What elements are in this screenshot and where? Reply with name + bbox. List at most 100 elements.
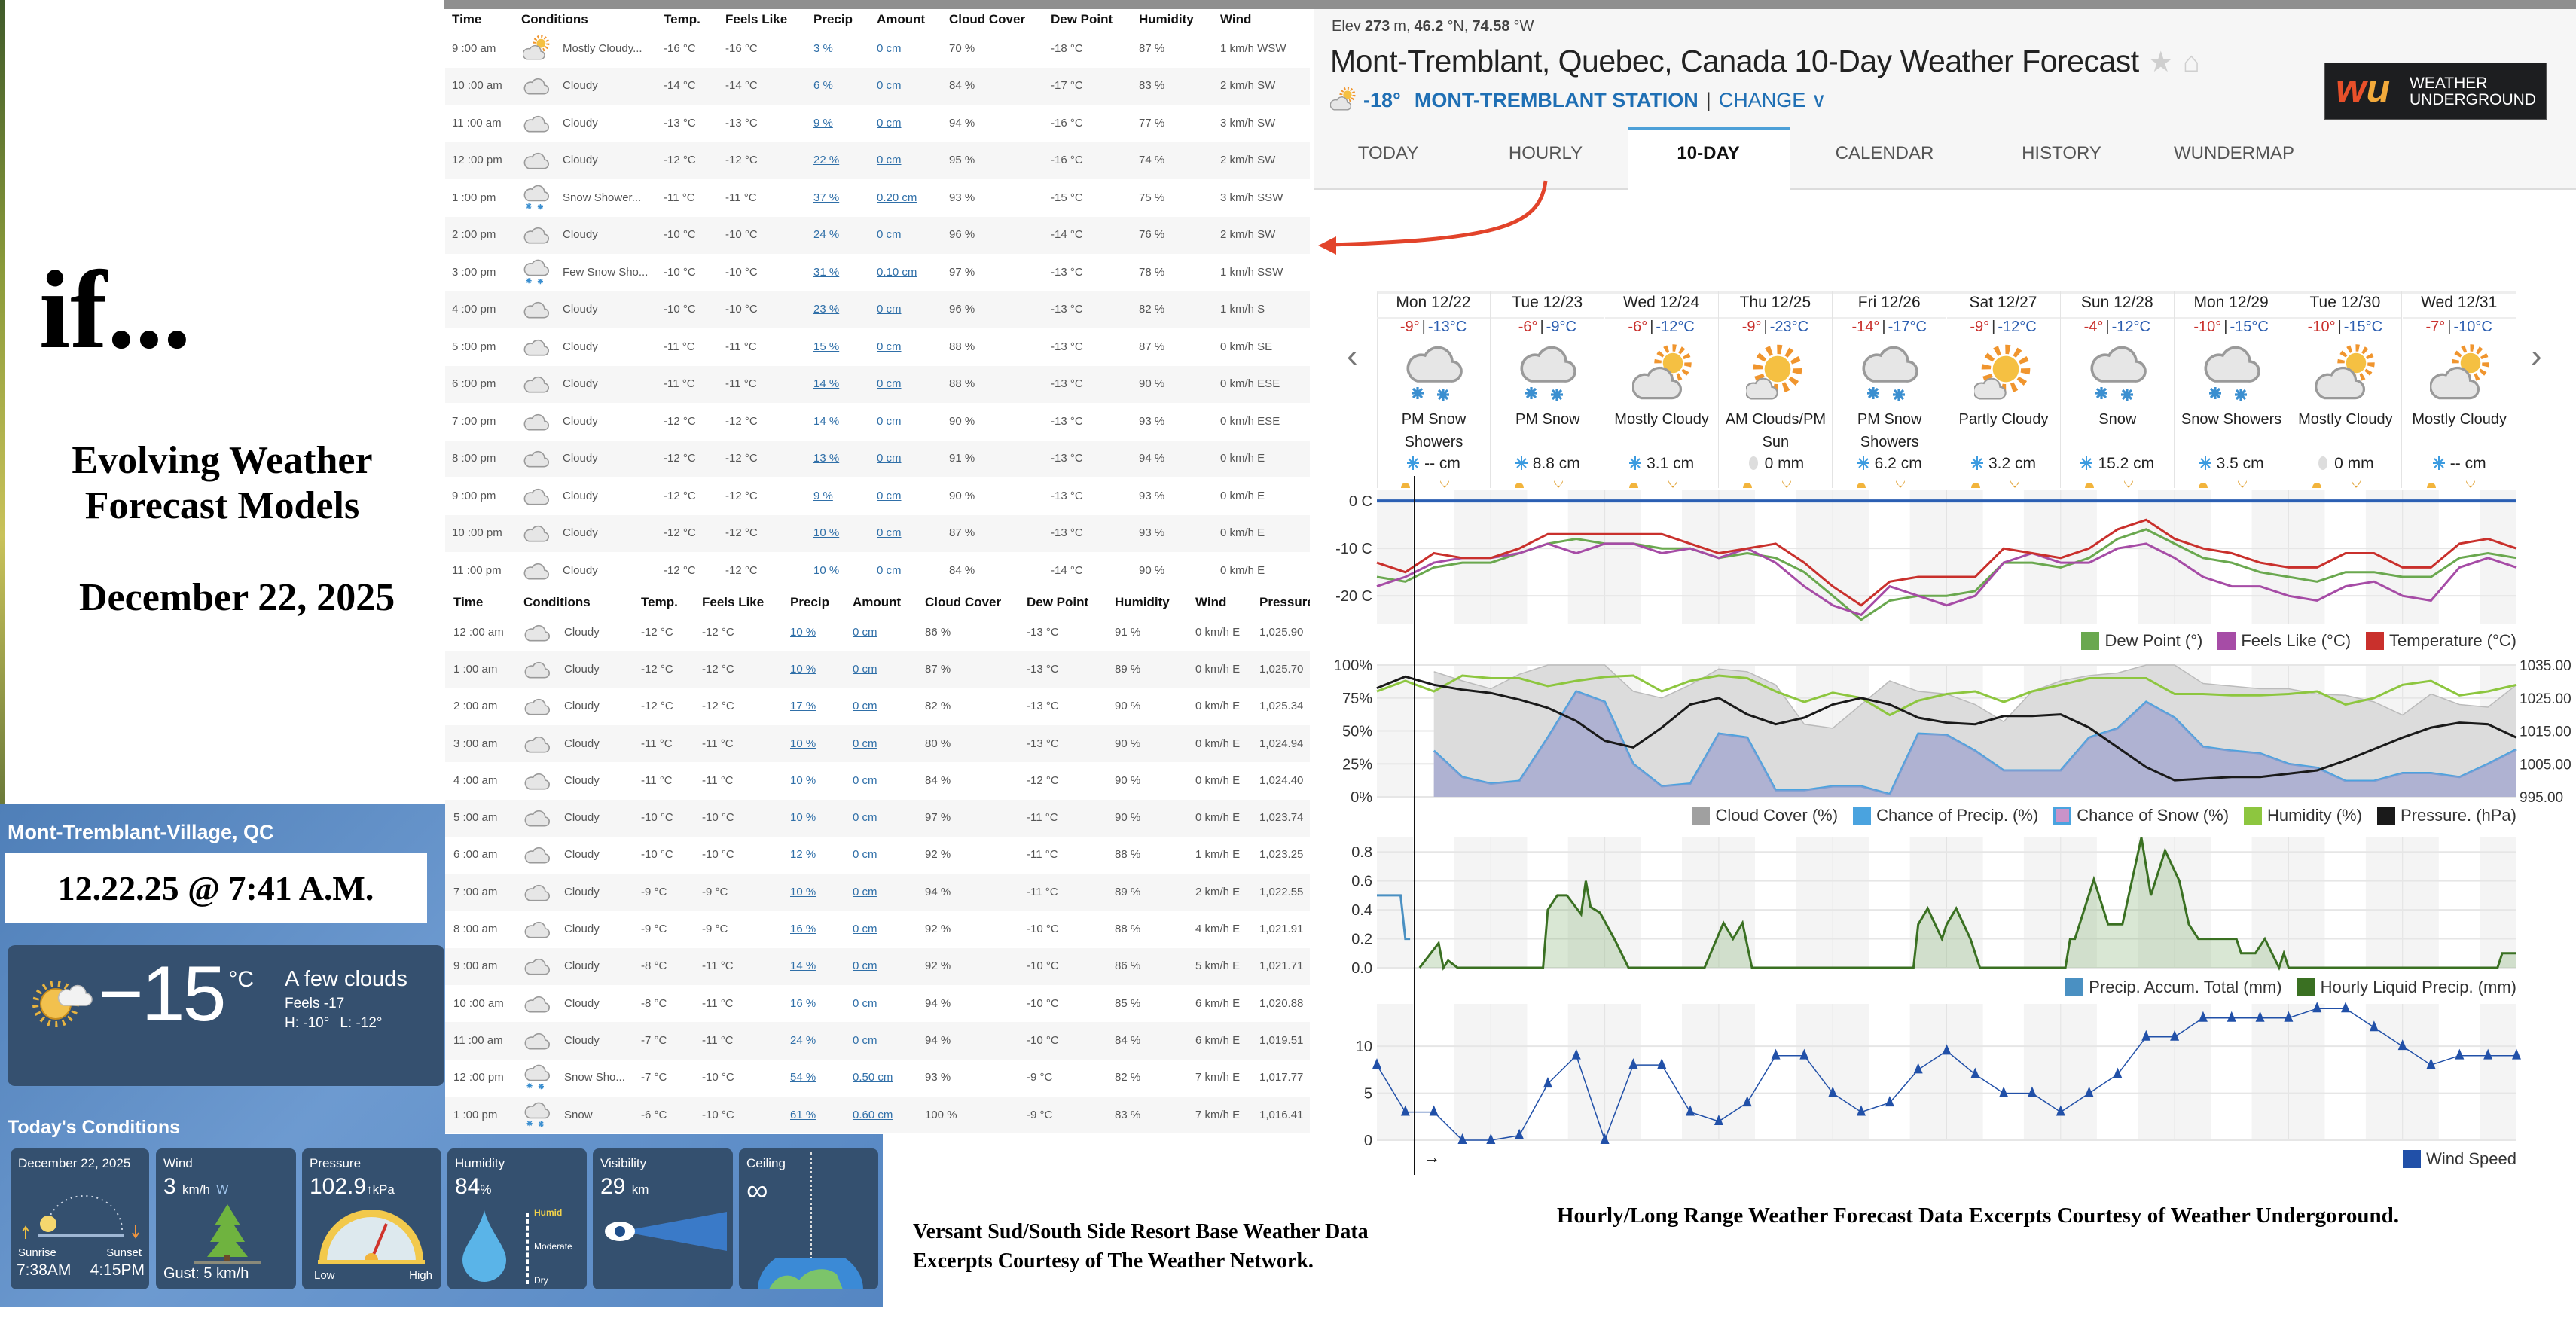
precip-chance-cell[interactable]: 24 % [813,228,840,242]
tab-wundermap[interactable]: WUNDERMAP [2174,143,2294,163]
legend-item[interactable]: Precip. Accum. Total (mm) [2065,978,2282,997]
precip-chance-cell[interactable]: 13 % [813,452,840,465]
favorite-star-icon[interactable]: ★ [2147,47,2174,78]
precip-amount-cell[interactable]: 0 cm [877,154,902,167]
precip-chance-cell[interactable]: 14 % [813,414,840,428]
column-header[interactable]: Dew Point [1051,12,1113,26]
column-header[interactable]: Precip [813,12,853,26]
precip-amount-cell[interactable]: 0 cm [853,996,877,1010]
column-header[interactable]: Humidity [1139,12,1194,26]
legend-item[interactable]: Feels Like (°C) [2217,631,2351,651]
precip-chance-cell[interactable]: 9 % [813,489,833,502]
column-header[interactable]: Feels Like [725,12,788,26]
home-icon[interactable]: ⌂ [2182,47,2200,78]
precip-amount-cell[interactable]: 0 cm [877,340,902,353]
precip-chance-cell[interactable]: 14 % [813,377,840,391]
precip-chance-cell[interactable]: 22 % [813,154,840,167]
precip-chance-cell[interactable]: 16 % [790,996,816,1010]
legend-item[interactable]: Humidity (%) [2244,806,2362,825]
column-header[interactable]: Wind [1220,12,1252,26]
day-forecast[interactable]: Tue 12/30 -10° | -15°C Mostly Cloudy 0 mm [2288,291,2403,488]
precip-amount-cell[interactable]: 0 cm [853,923,877,936]
column-header[interactable]: Cloud Cover [925,594,1002,609]
precip-amount-cell[interactable]: 0 cm [877,563,902,577]
precip-amount-cell[interactable]: 0 cm [853,811,877,825]
precip-amount-cell[interactable]: 0.60 cm [853,1108,893,1121]
precip-amount-cell[interactable]: 0 cm [853,625,877,639]
column-header[interactable]: Dew Point [1027,594,1089,609]
legend-item[interactable]: Temperature (°C) [2366,631,2516,651]
precip-chance-cell[interactable]: 61 % [790,1108,816,1121]
column-header[interactable]: Time [453,594,484,609]
precip-amount-cell[interactable]: 0 cm [877,79,902,93]
day-forecast[interactable]: Wed 12/31 -7° | -10°C Mostly Cloudy -- cm [2402,291,2516,488]
next-days-chevron-icon[interactable]: › [2531,337,2542,374]
precip-amount-cell[interactable]: 0 cm [853,1033,877,1047]
station-name[interactable]: MONT-TREMBLANT STATION [1414,88,1699,111]
precip-chance-cell[interactable]: 10 % [790,737,816,750]
precip-chance-cell[interactable]: 14 % [790,959,816,973]
precip-chance-cell[interactable]: 10 % [790,885,816,898]
legend-item[interactable]: Chance of Precip. (%) [1853,806,2038,825]
precip-chance-cell[interactable]: 9 % [813,116,833,130]
precip-chance-cell[interactable]: 10 % [790,625,816,639]
precip-chance-cell[interactable]: 23 % [813,303,840,316]
column-header[interactable]: Precip [790,594,829,609]
precip-amount-cell[interactable]: 0 cm [877,228,902,242]
legend-item[interactable]: Pressure. (hPa) [2376,806,2516,825]
column-header[interactable]: Wind [1195,594,1227,609]
day-forecast[interactable]: Fri 12/26 -14° | -17°C PM Snow Showers 6.2 cm [1833,291,1947,488]
change-station-button[interactable]: CHANGE ∨ [1719,89,1827,112]
column-header[interactable]: Pressure [1259,594,1310,609]
column-header[interactable]: Conditions [523,594,591,609]
column-header[interactable]: Amount [877,12,926,26]
precip-amount-cell[interactable]: 0 cm [877,41,902,55]
column-header[interactable]: Cloud Cover [949,12,1026,26]
precip-amount-cell[interactable]: 0 cm [877,377,902,391]
tab-today[interactable]: TODAY [1357,143,1419,163]
legend-item[interactable]: Chance of Snow (%) [2053,806,2229,825]
precip-amount-cell[interactable]: 0 cm [877,452,902,465]
precip-chance-cell[interactable]: 37 % [813,191,840,204]
precip-chance-cell[interactable]: 10 % [790,811,816,825]
precip-chance-cell[interactable]: 3 % [813,41,833,55]
precip-amount-cell[interactable]: 0.50 cm [853,1071,893,1084]
precip-chance-cell[interactable]: 10 % [813,563,840,577]
precip-amount-cell[interactable]: 0.10 cm [877,265,917,279]
precip-chance-cell[interactable]: 24 % [790,1033,816,1047]
day-forecast[interactable]: Sun 12/28 -4° | -12°C Snow 15.2 cm [2060,291,2175,488]
precip-amount-cell[interactable]: 0 cm [853,885,877,898]
precip-chance-cell[interactable]: 10 % [790,662,816,676]
column-header[interactable]: Temp. [664,12,700,26]
tab-calendar[interactable]: CALENDAR [1835,143,1934,163]
legend-item[interactable]: Wind Speed [2403,1149,2516,1169]
precip-chance-cell[interactable]: 6 % [813,79,833,93]
column-header[interactable]: Humidity [1115,594,1170,609]
day-forecast[interactable]: Mon 12/22 -9° | -13°C PM Snow Showers -- cm [1377,291,1491,488]
precip-amount-cell[interactable]: 0 cm [853,737,877,750]
legend-item[interactable]: Hourly Liquid Precip. (mm) [2297,978,2516,997]
precip-amount-cell[interactable]: 0 cm [853,662,877,676]
precip-chance-cell[interactable]: 17 % [790,700,816,713]
precip-amount-cell[interactable]: 0 cm [877,489,902,502]
precip-amount-cell[interactable]: 0 cm [877,303,902,316]
precip-amount-cell[interactable]: 0 cm [853,959,877,973]
precip-amount-cell[interactable]: 0 cm [853,848,877,862]
tab-10-day[interactable]: 10-DAY [1677,143,1740,163]
precip-amount-cell[interactable]: 0 cm [853,700,877,713]
day-forecast[interactable]: Wed 12/24 -6° | -12°C Mostly Cloudy 3.1 cm [1604,291,1719,488]
precip-chance-cell[interactable]: 16 % [790,923,816,936]
legend-item[interactable]: Dew Point (°) [2081,631,2202,651]
precip-amount-cell[interactable]: 0 cm [877,116,902,130]
wu-logo[interactable]: wu WEATHER UNDERGROUND [2324,63,2547,120]
day-forecast[interactable]: Thu 12/25 -9° | -23°C AM Clouds/PM Sun 0 mm [1718,291,1833,488]
precip-amount-cell[interactable]: 0 cm [853,773,877,787]
column-header[interactable]: Temp. [641,594,678,609]
precip-chance-cell[interactable]: 31 % [813,265,840,279]
precip-chance-cell[interactable]: 15 % [813,340,840,353]
tab-hourly[interactable]: HOURLY [1508,143,1583,163]
precip-chance-cell[interactable]: 10 % [813,526,840,540]
precip-chance-cell[interactable]: 10 % [790,773,816,787]
precip-amount-cell[interactable]: 0.20 cm [877,191,917,204]
column-header[interactable]: Conditions [521,12,588,26]
